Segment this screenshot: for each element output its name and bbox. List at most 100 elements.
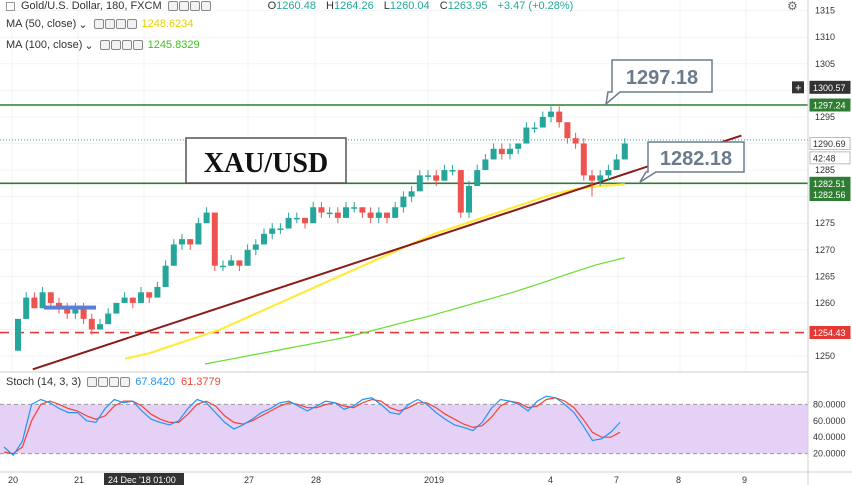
candle-body (72, 308, 79, 314)
price-tick-label: 1285 (815, 165, 835, 175)
close-icon[interactable] (189, 1, 200, 11)
more-icon[interactable] (120, 377, 131, 387)
open-value: 1260.48 (276, 0, 316, 12)
candle-body (138, 292, 144, 303)
stoch-legend[interactable]: Stoch (14, 3, 3) 67.8420 61.3779 (6, 373, 221, 391)
candle-body (498, 148, 505, 155)
candle-body (203, 212, 210, 224)
candle-body (425, 175, 431, 177)
ohlc-readout: O1260.48 H1264.26 L1260.04 C1263.95 +3.4… (268, 0, 581, 12)
settings-icon[interactable] (104, 19, 115, 29)
price-tick-label: 1295 (815, 112, 835, 122)
low-value: 1260.04 (389, 0, 430, 12)
stoch-name: Stoch (14, 3, 3) (6, 376, 82, 388)
candle-body (187, 239, 194, 245)
range-marker (44, 305, 96, 310)
visibility-icon[interactable] (99, 40, 110, 50)
visibility-icon[interactable] (87, 377, 98, 387)
price-badge-label: 1297.24 (813, 101, 846, 111)
close-icon[interactable] (109, 377, 120, 387)
price-badge (809, 188, 851, 202)
stoch-tick-label: 60.0000 (813, 416, 846, 426)
more-icon[interactable] (200, 1, 211, 11)
more-icon[interactable] (126, 19, 137, 29)
callout-high-box (604, 59, 713, 106)
price-badge (809, 98, 851, 112)
chevron-down-icon[interactable]: ⌄ (78, 18, 88, 31)
title-box (185, 137, 347, 184)
ma100-buttons[interactable] (99, 40, 143, 50)
low-label: L (383, 0, 390, 12)
visibility-icon[interactable] (167, 1, 178, 11)
time-tick-label: 20 (8, 475, 18, 485)
legend-buttons[interactable] (167, 1, 211, 11)
candle-body (285, 217, 292, 229)
time-tick-label: 2019 (424, 475, 444, 485)
candle-body (507, 148, 513, 155)
collapse-icon[interactable] (6, 1, 15, 11)
change-value: +3.47 (+0.28%) (497, 0, 574, 12)
candle-body (375, 212, 382, 218)
candle-body (228, 260, 235, 266)
candle-body (572, 138, 579, 144)
price-tick-label: 1260 (815, 298, 835, 308)
stoch-tick-label: 80.0000 (813, 399, 846, 409)
candle-body (359, 207, 366, 213)
chevron-down-icon[interactable]: ⌄ (84, 39, 94, 52)
candle-body (580, 143, 587, 176)
settings-icon[interactable] (110, 40, 121, 50)
candle-body (515, 143, 522, 149)
candle-body (220, 265, 226, 268)
close-label: C (439, 0, 448, 12)
settings-icon[interactable] (98, 377, 109, 387)
close-icon[interactable] (121, 40, 132, 50)
candle-body (318, 207, 325, 213)
symbol-legend: Gold/U.S. Dollar, 180, FXCM O1260.48 H12… (6, 0, 580, 15)
callout-high-label: 1297.18 (626, 67, 698, 89)
ma50-line (124, 183, 625, 360)
candle-body (343, 207, 349, 218)
candle-body (261, 233, 267, 245)
candle-body (474, 170, 481, 186)
gear-icon: ⚙ (787, 0, 798, 13)
trendline (32, 134, 742, 371)
stoch-d-line (3, 397, 621, 455)
candle-body (589, 175, 595, 181)
price-badge-label: 1290.69 (813, 139, 846, 149)
time-tick-label: 27 (244, 475, 254, 485)
candle-body (105, 313, 112, 325)
price-badge (809, 151, 851, 165)
visibility-icon[interactable] (93, 19, 104, 29)
high-value: 1264.26 (333, 0, 374, 12)
candle-body (367, 212, 374, 218)
ma50-value: 1248.6234 (141, 18, 194, 30)
candle-body (88, 318, 95, 330)
close-icon[interactable] (115, 19, 126, 29)
open-label: O (267, 0, 277, 12)
candle-body (613, 159, 620, 171)
candle-body (531, 127, 538, 130)
ma100-legend[interactable]: MA (100, close) ⌄ 1245.8329 (6, 36, 200, 54)
time-tick-label: 4 (548, 475, 553, 485)
price-badge-label: 1282.56 (813, 190, 846, 200)
price-badge (809, 326, 851, 340)
stoch-band (0, 404, 808, 454)
more-icon[interactable] (132, 40, 143, 50)
candle-body (170, 244, 177, 266)
candle-body (351, 207, 358, 209)
price-tick-label: 1265 (815, 271, 835, 281)
ma50-buttons[interactable] (93, 19, 137, 29)
price-tick-label: 1305 (815, 59, 835, 69)
candle-body (129, 297, 136, 303)
candle-body (482, 159, 489, 171)
stoch-buttons[interactable] (87, 377, 131, 387)
candle-body (408, 191, 415, 197)
settings-icon[interactable] (178, 1, 189, 11)
candle-body (466, 186, 472, 213)
time-tick-label: 9 (742, 475, 747, 485)
ma50-legend[interactable]: MA (50, close) ⌄ 1248.6234 (6, 15, 194, 33)
price-badge-label: 1254.43 (813, 328, 846, 338)
price-badge-label: 1300.57 (813, 83, 846, 93)
close-value: 1263.95 (447, 0, 488, 12)
